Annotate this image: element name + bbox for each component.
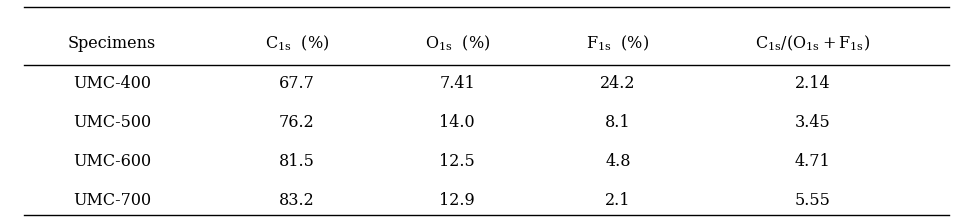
- Text: 4.8: 4.8: [605, 153, 631, 170]
- Text: 67.7: 67.7: [279, 75, 314, 92]
- Text: 8.1: 8.1: [605, 114, 631, 131]
- Text: 81.5: 81.5: [279, 153, 314, 170]
- Text: 12.9: 12.9: [440, 192, 475, 209]
- Text: 14.0: 14.0: [440, 114, 475, 131]
- Text: 7.41: 7.41: [440, 75, 475, 92]
- Text: UMC-500: UMC-500: [73, 114, 151, 131]
- Text: 4.71: 4.71: [795, 153, 830, 170]
- Text: UMC-600: UMC-600: [73, 153, 151, 170]
- Text: 2.1: 2.1: [605, 192, 631, 209]
- Text: 12.5: 12.5: [440, 153, 475, 170]
- Text: 2.14: 2.14: [795, 75, 830, 92]
- Text: $\mathregular{F_{1s}}$  (%): $\mathregular{F_{1s}}$ (%): [587, 34, 649, 53]
- Text: 24.2: 24.2: [600, 75, 635, 92]
- Text: 83.2: 83.2: [279, 192, 314, 209]
- Text: $\mathregular{C_{1s}}$  (%): $\mathregular{C_{1s}}$ (%): [265, 34, 329, 53]
- Text: 5.55: 5.55: [795, 192, 830, 209]
- Text: UMC-700: UMC-700: [73, 192, 151, 209]
- Text: $\mathregular{C_{1s}/(O_{1s}+F_{1s})}$: $\mathregular{C_{1s}/(O_{1s}+F_{1s})}$: [755, 34, 870, 53]
- Text: 76.2: 76.2: [279, 114, 314, 131]
- Text: $\mathregular{O_{1s}}$  (%): $\mathregular{O_{1s}}$ (%): [424, 34, 490, 53]
- Text: UMC-400: UMC-400: [73, 75, 151, 92]
- Text: 3.45: 3.45: [795, 114, 830, 131]
- Text: Specimens: Specimens: [68, 35, 156, 52]
